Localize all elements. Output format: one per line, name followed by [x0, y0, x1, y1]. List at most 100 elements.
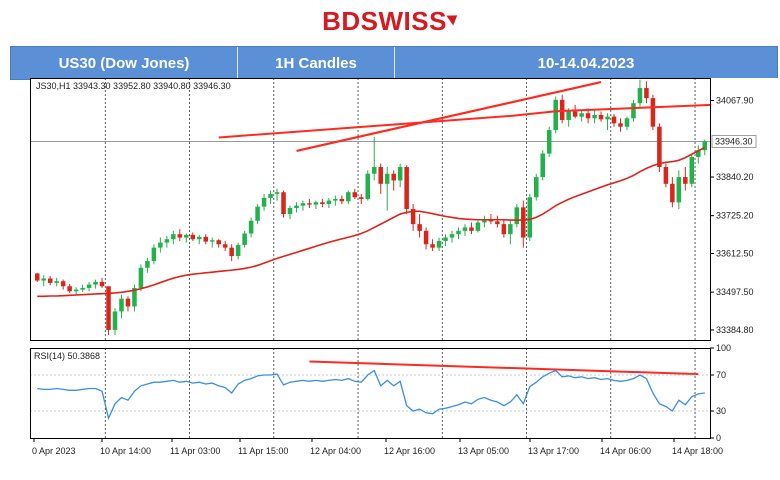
candle-body	[209, 240, 215, 242]
candle-body	[145, 261, 150, 268]
rsi-indicator-label: RSI(14) 50.3868	[34, 351, 100, 361]
x-axis-label: 10 Apr 14:00	[100, 446, 151, 456]
candle-body	[384, 173, 390, 184]
candle-body	[67, 286, 72, 292]
candle-body	[229, 247, 234, 257]
candle-body	[268, 193, 273, 198]
candle-body	[274, 192, 280, 194]
candle-body	[294, 205, 299, 208]
candle-body	[495, 221, 500, 225]
rsi-line	[37, 369, 705, 421]
candle-body	[346, 192, 351, 202]
symbol-ohlc-label: JS30,H1 33943.30 33952.80 33940.80 33946…	[36, 81, 231, 91]
candle-body	[449, 234, 455, 238]
current-price-tag	[711, 135, 757, 148]
candle-body	[222, 244, 228, 248]
candle-body	[572, 111, 578, 117]
candle-body	[482, 219, 487, 223]
price-axis-label: 33725.20	[716, 211, 754, 221]
candle-body	[184, 234, 189, 238]
candle-body	[99, 281, 105, 287]
candle-body	[261, 197, 267, 207]
candle-body	[423, 230, 429, 245]
candle-body	[365, 173, 371, 199]
candle-body	[514, 207, 520, 225]
candle-body	[469, 227, 474, 231]
candle-body	[644, 88, 649, 99]
candle-body	[391, 173, 396, 181]
candle-body	[456, 230, 461, 235]
rsi-axis-label: 70	[716, 370, 726, 380]
candle-body	[307, 203, 312, 205]
candle-body	[378, 167, 383, 184]
candle-body	[430, 244, 435, 248]
candle-body	[605, 116, 610, 120]
price-axis-label: 33384.80	[716, 325, 754, 335]
moving-average-line	[37, 146, 706, 298]
candle-body	[242, 233, 247, 245]
instrument-label: US30 (Dow Jones)	[11, 47, 238, 79]
timeframe-label: 1H Candles	[238, 47, 395, 79]
candle-body	[553, 99, 558, 131]
candle-body	[689, 156, 695, 184]
candle-body	[313, 202, 319, 205]
x-axis-label: 13 Apr 05:00	[458, 446, 509, 456]
x-axis-label: 11 Apr 03:00	[170, 446, 220, 456]
x-axis-label: 12 Apr 16:00	[384, 446, 435, 456]
price-axis-label: 33612.50	[716, 249, 754, 259]
candle-body	[527, 197, 533, 238]
price-axis-label: 33840.20	[716, 172, 754, 182]
rsi-axis-label: 100	[716, 343, 731, 353]
candle-body	[598, 114, 604, 120]
candle-body	[287, 207, 293, 215]
candle-body	[151, 247, 157, 262]
candle-body	[255, 206, 260, 221]
candle-body	[637, 88, 643, 104]
candle-body	[521, 207, 526, 238]
x-axis-label: 11 Apr 15:00	[238, 446, 288, 456]
candle-body	[508, 224, 513, 235]
candle-body	[585, 113, 591, 119]
candle-body	[533, 177, 539, 198]
candle-body	[624, 118, 630, 127]
brand-logo: BDSWISS	[0, 6, 780, 37]
candle-body	[546, 130, 552, 154]
trendline	[309, 360, 699, 376]
candle-body	[410, 209, 416, 225]
candle-body	[196, 236, 202, 240]
candle-body	[119, 298, 124, 312]
date-range-label: 10-14.04.2023	[537, 54, 635, 72]
price-chart: JS30,H1 33943.30 33952.80 33940.80 33946…	[30, 78, 778, 475]
rsi-axis-label: 0	[716, 433, 721, 443]
candle-body	[106, 286, 111, 330]
candle-body	[475, 222, 481, 231]
brand-name-part2: SWISS	[360, 6, 447, 36]
price-axis-label: 33497.50	[716, 287, 754, 297]
candle-body	[47, 278, 53, 283]
x-axis-label: 0 Apr 2023	[32, 446, 76, 456]
chart-header-bar: US30 (Dow Jones) 1H Candles 10-14.04.202…	[10, 46, 778, 80]
candle-body	[171, 234, 176, 240]
rsi-panel-frame	[30, 348, 711, 439]
x-axis-label: 13 Apr 17:00	[528, 446, 579, 456]
candle-body	[339, 198, 345, 202]
candle-body	[60, 281, 66, 287]
candle-body	[631, 103, 636, 119]
candle-body	[501, 224, 507, 235]
candle-body	[371, 167, 377, 174]
candle-body	[177, 234, 183, 238]
candle-body	[618, 123, 623, 127]
candle-body	[443, 237, 448, 241]
candle-body	[352, 192, 358, 198]
candle-body	[190, 234, 196, 240]
candle-body	[436, 240, 442, 248]
chart-area: JS30,H1 33943.30 33952.80 33940.80 33946…	[30, 78, 778, 475]
candle-body	[540, 153, 546, 178]
candle-body	[235, 244, 241, 257]
x-axis-label: 14 Apr 06:00	[600, 446, 651, 456]
candle-body	[670, 183, 675, 203]
candle-body	[397, 167, 403, 181]
candle-body	[359, 197, 364, 199]
candle-body	[650, 98, 656, 127]
candle-body	[54, 281, 59, 283]
